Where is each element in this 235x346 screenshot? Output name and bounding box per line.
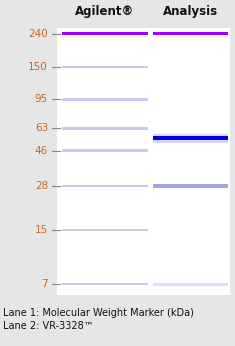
Bar: [153, 32, 228, 35]
Text: Agilent®: Agilent®: [75, 5, 135, 18]
Text: 95: 95: [35, 94, 48, 104]
Bar: [62, 127, 148, 130]
Text: Lane 1: Molecular Weight Marker (kDa): Lane 1: Molecular Weight Marker (kDa): [3, 308, 194, 318]
Bar: [62, 32, 148, 35]
Text: 15: 15: [35, 225, 48, 235]
Bar: [153, 136, 228, 140]
Bar: [153, 283, 228, 285]
Bar: [62, 283, 148, 285]
Bar: [57, 28, 230, 295]
Bar: [153, 134, 228, 143]
Text: Lane 2: VR-3328™: Lane 2: VR-3328™: [3, 321, 94, 331]
Text: 63: 63: [35, 124, 48, 134]
Bar: [153, 184, 228, 188]
Bar: [62, 149, 148, 152]
Text: 7: 7: [41, 279, 48, 289]
Text: 150: 150: [28, 62, 48, 72]
Bar: [62, 66, 148, 68]
Bar: [62, 229, 148, 231]
Text: 46: 46: [35, 146, 48, 156]
Text: 28: 28: [35, 181, 48, 191]
Bar: [62, 98, 148, 101]
Text: 240: 240: [28, 29, 48, 39]
Bar: [62, 185, 148, 187]
Text: Analysis: Analysis: [163, 5, 218, 18]
